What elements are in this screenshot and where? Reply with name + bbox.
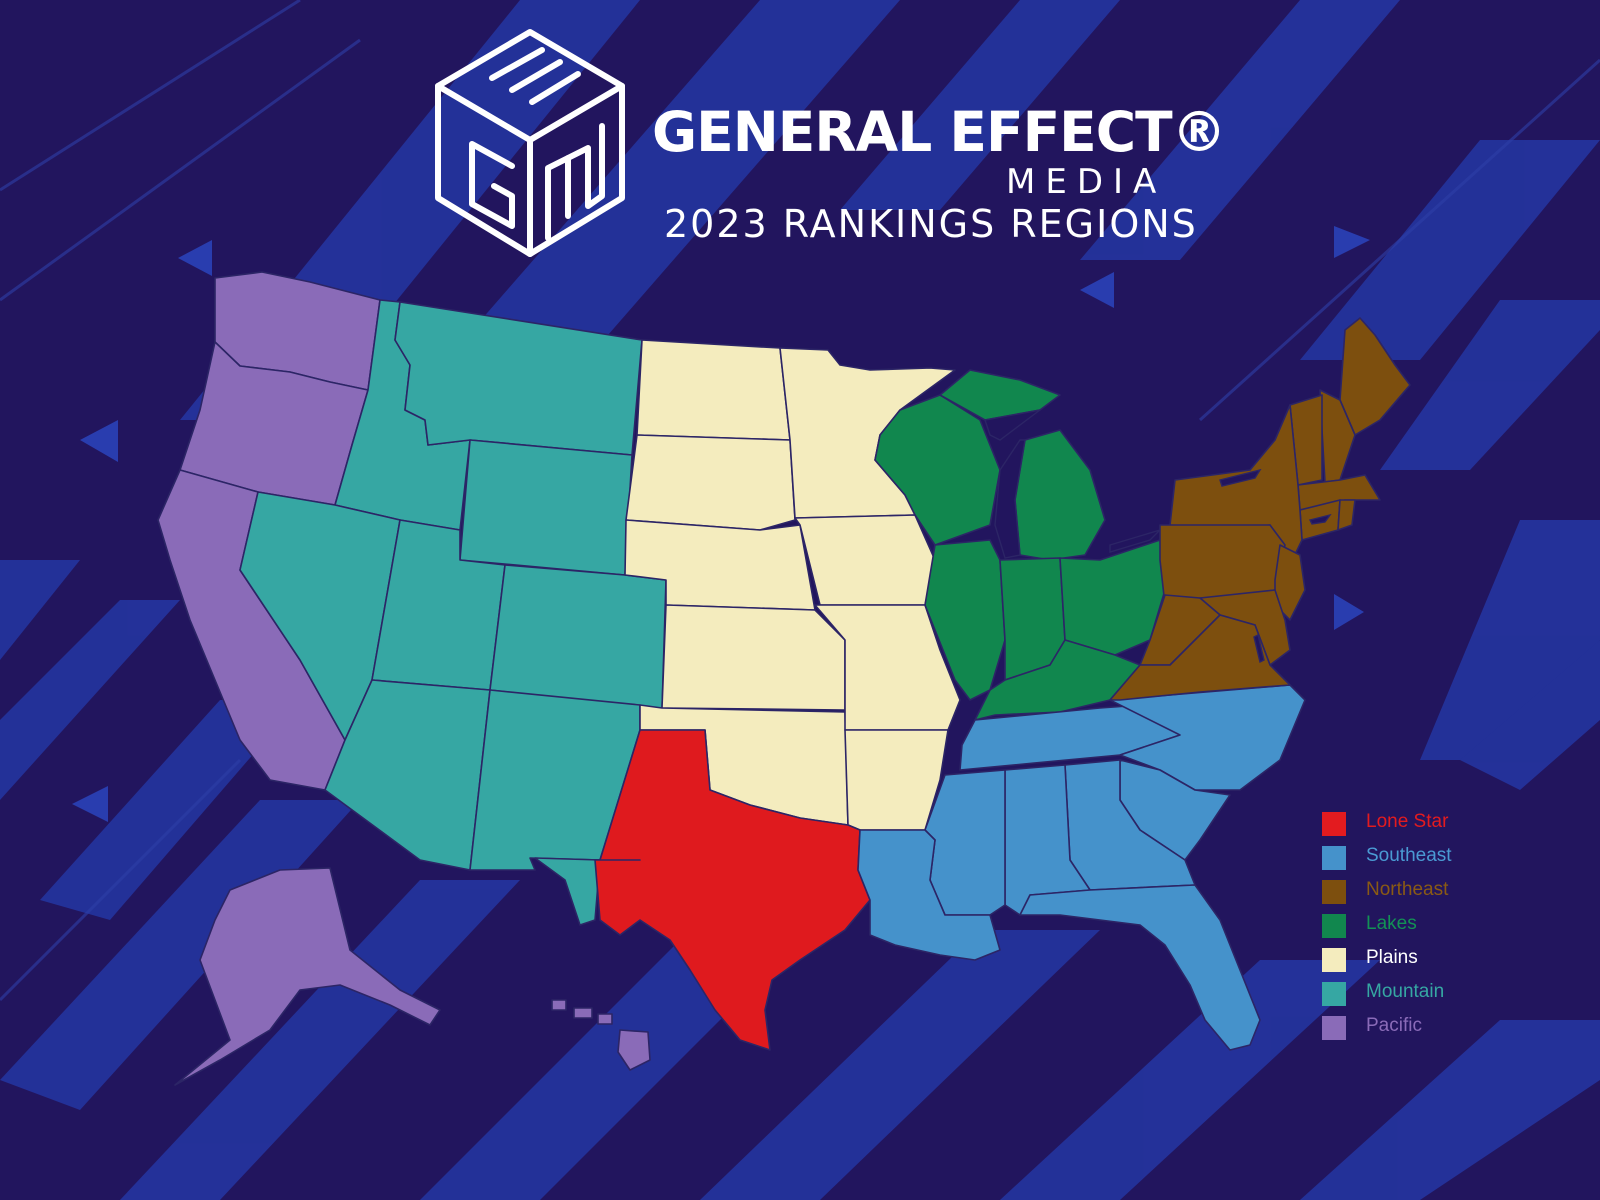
state-north-carolina: [1109, 684, 1306, 791]
legend-swatch: [1322, 846, 1346, 870]
state-louisiana: [857, 829, 1001, 961]
region-plains: [624, 339, 961, 831]
state-wyoming: [459, 439, 633, 576]
state-montana: [394, 301, 643, 456]
state-texas: [594, 729, 871, 1051]
legend-item-northeast: Northeast: [1322, 878, 1562, 904]
region-lonestar: [594, 729, 871, 1051]
state-north-dakota: [636, 339, 791, 441]
state-maine: [1339, 317, 1411, 436]
legend-label: Northeast: [1366, 879, 1449, 900]
legend-swatch: [1322, 982, 1346, 1006]
legend-label: Lone Star: [1366, 811, 1449, 832]
legend-item-lakes: Lakes: [1322, 912, 1562, 938]
legend-swatch: [1322, 880, 1346, 904]
legend-swatch: [1322, 914, 1346, 938]
gem-logo-cube-icon: [435, 29, 625, 257]
brand-media: MEDIA: [1006, 162, 1167, 202]
state-south-dakota: [625, 434, 796, 531]
state-virginia: [1109, 614, 1291, 701]
state-hawaii-4: [617, 1029, 651, 1071]
lake-superior: [984, 409, 1041, 441]
chesapeake-bay: [1253, 633, 1265, 664]
legend-label: Plains: [1366, 947, 1418, 968]
state-florida: [1019, 884, 1261, 1051]
state-kansas: [661, 604, 846, 711]
state-michigan-lower: [1014, 429, 1106, 561]
region-pacific: [157, 271, 651, 1086]
brand-header: GENERAL EFFECT® MEDIA 2023 RANKINGS REGI…: [640, 100, 1227, 260]
legend-item-southeast: Southeast: [1322, 844, 1562, 870]
state-new-jersey: [1274, 544, 1306, 621]
legend-swatch: [1322, 812, 1346, 836]
legend-item-lone-star: Lone Star: [1322, 810, 1562, 836]
state-alaska: [174, 867, 441, 1086]
region-lakes: [874, 369, 1166, 721]
legend-item-pacific: Pacific: [1322, 1014, 1562, 1040]
lake-michigan: [994, 439, 1026, 559]
state-rhode-island: [1337, 499, 1356, 531]
state-hawaii-2: [573, 1007, 593, 1019]
legend-item-mountain: Mountain: [1322, 980, 1562, 1006]
region-southeast: [857, 684, 1306, 1051]
legend-swatch: [1322, 1016, 1346, 1040]
state-colorado: [489, 564, 667, 711]
page-title: 2023 RANKINGS REGIONS: [664, 202, 1198, 246]
state-iowa: [794, 514, 936, 606]
region-mountain: [239, 299, 667, 926]
legend-item-plains: Plains: [1322, 946, 1562, 972]
legend-label: Lakes: [1366, 913, 1417, 934]
region-northeast: [1109, 317, 1411, 701]
legend-swatch: [1322, 948, 1346, 972]
lake-ontario: [1219, 468, 1262, 487]
long-island-sound: [1308, 513, 1332, 525]
state-ohio: [1059, 539, 1166, 656]
state-el-paso-fringe: [534, 857, 601, 926]
legend-label: Pacific: [1366, 1015, 1422, 1036]
brand-name: GENERAL EFFECT®: [652, 100, 1227, 164]
state-hawaii-3: [597, 1013, 613, 1025]
lake-erie: [1109, 529, 1161, 553]
state-hawaii-1: [551, 999, 567, 1011]
legend-label: Southeast: [1366, 845, 1452, 866]
legend-label: Mountain: [1366, 981, 1445, 1002]
